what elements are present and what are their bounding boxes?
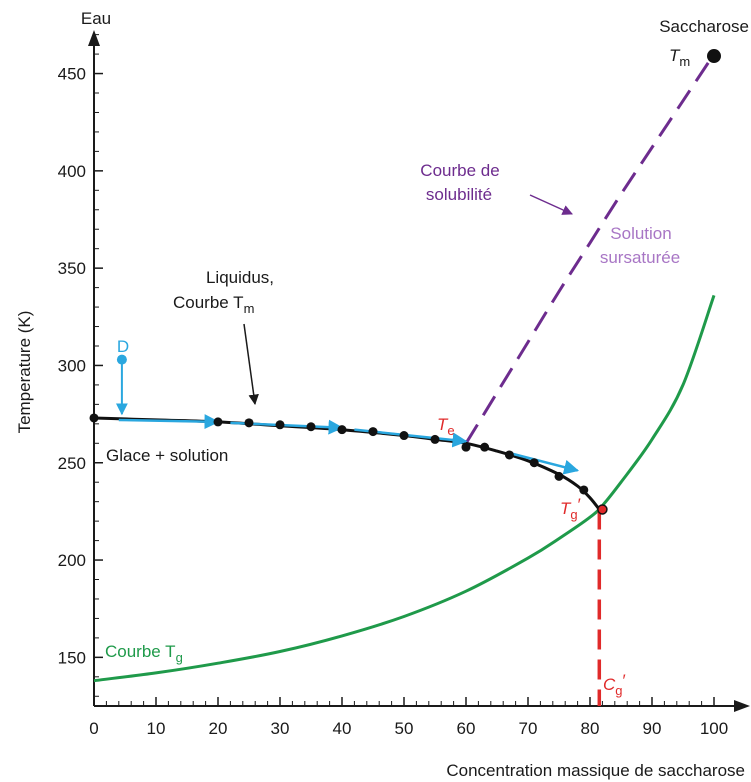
d-label: D [117,337,129,356]
ice-solution-label: Glace + solution [106,446,228,465]
cg-prime-label: Cg′ [603,671,626,698]
supersat-label-1: Solution [610,224,671,243]
data-point [89,413,99,423]
y-tick-label: 350 [58,259,86,278]
liquidus-label-1: Liquidus, [206,268,274,287]
y-axis-arrowhead [88,30,100,46]
sucrose-melting-point [707,49,721,64]
x-tick-label: 100 [700,719,728,738]
solubility-label-1: Courbe de [420,161,499,180]
data-point [529,458,539,468]
data-point [461,442,471,452]
x-tick-label: 20 [209,719,228,738]
data-point [430,434,440,444]
data-point [504,450,514,460]
x-axis-arrowhead [734,700,750,712]
y-tick-label: 150 [58,648,86,667]
x-tick-label: 90 [643,719,662,738]
data-points [89,413,589,495]
data-point [275,420,285,430]
y-tick-label: 300 [58,356,86,375]
solubility-curve-line [464,53,716,445]
axis-ticks [93,34,715,706]
data-point [554,471,564,481]
liquidus-label-2: Courbe Tm [173,293,254,316]
liquidus-curve-line [93,416,601,511]
tm-label: Tm [669,46,690,69]
axis-tick-labels: 0 10 20 30 40 50 60 70 80 90 100 150 200 250 300 350 400… [58,65,729,738]
x-tick-label: 70 [519,719,538,738]
x-tick-label: 60 [457,719,476,738]
data-point [337,425,347,435]
y-tick-label: 450 [58,65,86,84]
data-point [306,422,316,432]
y-tick-label: 400 [58,162,86,181]
data-point [399,431,409,441]
saccharose-label: Saccharose [659,17,749,36]
x-tick-label: 40 [333,719,352,738]
x-tick-label: 30 [271,719,290,738]
solubility-pointer-arrow [529,194,573,215]
y-tick-label: 250 [58,454,86,473]
data-point [579,485,589,495]
x-tick-label: 10 [147,719,166,738]
y-axis-title: Temperature (K) [15,311,34,434]
supersat-label-2: sursaturée [600,248,680,267]
y-tick-label: 200 [58,551,86,570]
data-point [244,418,254,428]
x-tick-label: 50 [395,719,414,738]
tg-curve-label: Courbe Tg [105,642,183,665]
liquidus-pointer-arrow [243,323,259,406]
solubility-label-2: solubilité [426,185,492,204]
eau-label: Eau [81,9,111,28]
tg-prime-point [597,504,608,515]
tg-prime-label: Tg′ [560,495,581,522]
data-point [368,427,378,437]
x-tick-label: 80 [581,719,600,738]
cooling-arrow [509,451,580,475]
data-point [480,442,490,452]
cooling-arrow [118,414,220,430]
x-tick-label: 0 [89,719,98,738]
tg-curve-line [93,294,716,683]
d-point [116,354,127,365]
data-point [213,417,223,427]
x-axis-title: Concentration massique de saccharose [446,761,745,780]
te-label: Te [437,415,455,438]
